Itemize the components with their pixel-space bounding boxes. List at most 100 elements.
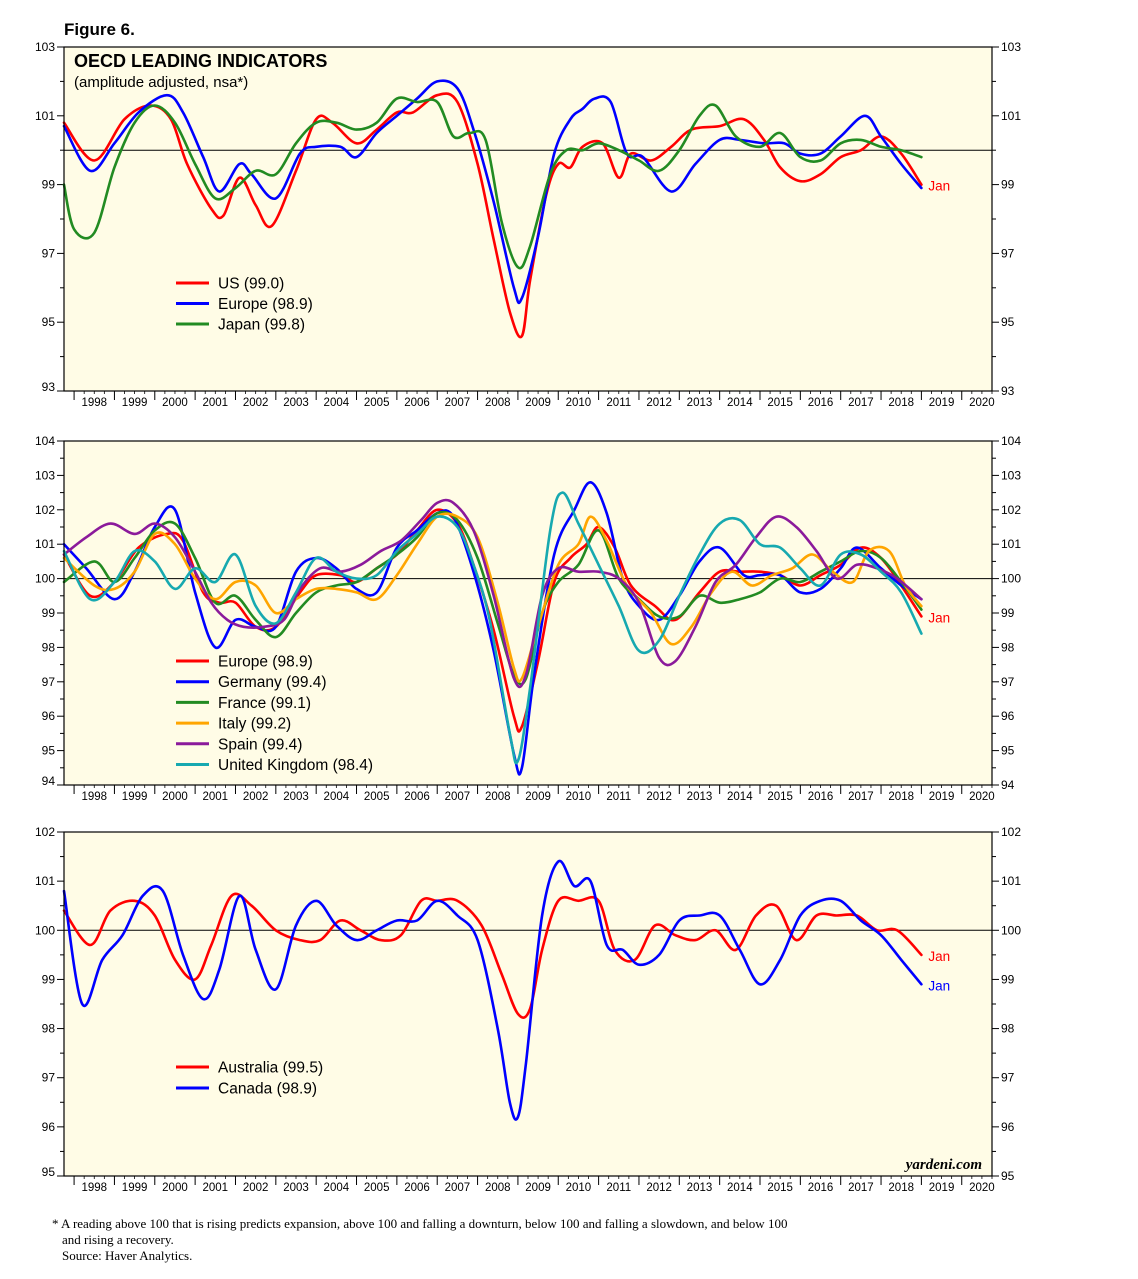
x-tick-label: 2004 [324, 1182, 350, 1194]
y-tick-label-left: 102 [35, 825, 55, 839]
x-tick-label: 2014 [727, 1182, 753, 1194]
x-tick-label: 2013 [687, 791, 713, 803]
y-tick-label-right: 99 [1001, 178, 1015, 192]
x-tick-label: 2013 [687, 397, 713, 409]
y-tick-label-right: 102 [1001, 503, 1021, 517]
y-tick-label-right: 100 [1001, 572, 1021, 586]
chart-subtitle: (amplitude adjusted, nsa*) [74, 74, 248, 91]
y-tick-label-right: 104 [1001, 434, 1021, 448]
x-tick-label: 2012 [646, 397, 672, 409]
x-tick-label: 2007 [445, 1182, 471, 1194]
y-tick-label-right: 95 [1001, 315, 1015, 329]
y-tick-label-left: 102 [35, 503, 55, 517]
x-tick-label: 2002 [243, 791, 269, 803]
x-tick-label: 2001 [203, 791, 229, 803]
y-tick-label-left: 95 [42, 315, 56, 329]
legend-label: Japan (99.8) [218, 317, 305, 334]
x-tick-label: 2013 [687, 1182, 713, 1194]
y-tick-label-right: 97 [1001, 246, 1015, 260]
y-tick-label-left: 95 [42, 744, 56, 758]
watermark: yardeni.com [904, 1157, 982, 1173]
x-tick-label: 2012 [646, 791, 672, 803]
x-tick-label: 2016 [808, 791, 834, 803]
legend-label: Italy (99.2) [218, 716, 291, 733]
x-tick-label: 2011 [606, 1182, 631, 1194]
chart-title: OECD LEADING INDICATORS [74, 51, 327, 71]
y-tick-label-left: 100 [35, 923, 55, 937]
legend-label: Australia (99.5) [218, 1060, 323, 1077]
footnote-line-2: and rising a recovery. [62, 1232, 174, 1247]
y-tick-label-right: 101 [1001, 874, 1021, 888]
y-tick-label-left: 98 [42, 1022, 56, 1036]
figure-label: Figure 6. [64, 20, 135, 39]
x-tick-label: 2004 [324, 397, 350, 409]
panel-australia-canada: 95 95 96 96 97 97 98 98 99 99 100 100 101 101 102 102 19… [35, 825, 1021, 1194]
x-tick-label: 2007 [445, 791, 471, 803]
y-tick-label-right: 95 [1001, 1169, 1015, 1183]
y-tick-label-right: 102 [1001, 825, 1021, 839]
end-label-jan: Jan [928, 949, 950, 964]
x-tick-label: 2018 [888, 1182, 914, 1194]
y-tick-label-left: 97 [42, 246, 56, 260]
series-line-europe [62, 79, 923, 305]
plot-frame [63, 831, 993, 1177]
y-tick-label-right: 96 [1001, 709, 1015, 723]
y-tick-label-left: 103 [35, 468, 55, 482]
x-tick-label: 1999 [122, 397, 148, 409]
series-line-japan [62, 96, 923, 270]
y-tick-label-left: 98 [42, 640, 56, 654]
x-tick-label: 2018 [888, 397, 914, 409]
x-tick-label: 2016 [808, 1182, 834, 1194]
legend-label: Europe (98.9) [218, 654, 313, 671]
series-line-spain [62, 498, 923, 689]
x-tick-label: 2020 [969, 1182, 995, 1194]
y-tick-label-left: 101 [35, 109, 55, 123]
y-tick-label-left: 96 [42, 709, 56, 723]
plot-background [64, 47, 992, 391]
x-tick-label: 2004 [324, 791, 350, 803]
y-tick-label-left: 101 [35, 537, 55, 551]
x-tick-label: 2008 [485, 791, 511, 803]
y-tick-label-left: 97 [42, 675, 56, 689]
y-tick-label-right: 101 [1001, 537, 1021, 551]
y-tick-label-left: 94 [42, 774, 56, 788]
x-tick-label: 2017 [848, 397, 874, 409]
x-tick-label: 1998 [81, 1182, 107, 1194]
x-tick-label: 2008 [485, 397, 511, 409]
legend-label: France (99.1) [218, 695, 311, 712]
y-tick-label-left: 103 [35, 40, 55, 54]
y-tick-label-left: 104 [35, 434, 55, 448]
panel-oecd-us-europe-japan: 93 93 95 95 97 97 99 99 101 101 103 103 1998 1999 2000… [35, 40, 1021, 409]
x-tick-label: 2001 [203, 1182, 229, 1194]
y-tick-label-right: 94 [1001, 778, 1015, 792]
y-tick-label-left: 99 [42, 178, 56, 192]
y-tick-label-left: 97 [42, 1071, 56, 1085]
x-tick-label: 2009 [525, 397, 551, 409]
x-tick-label: 2005 [364, 1182, 390, 1194]
x-tick-label: 2015 [767, 1182, 793, 1194]
x-tick-label: 2014 [727, 397, 753, 409]
y-tick-label-left: 93 [42, 380, 56, 394]
x-tick-label: 2019 [929, 397, 955, 409]
plot-frame [63, 46, 993, 392]
x-tick-label: 2000 [162, 1182, 188, 1194]
y-tick-label-right: 95 [1001, 744, 1015, 758]
x-tick-label: 2015 [767, 791, 793, 803]
y-tick-label-left: 95 [42, 1165, 56, 1179]
x-tick-label: 2019 [929, 1182, 955, 1194]
y-tick-label-right: 99 [1001, 972, 1015, 986]
x-tick-label: 2003 [283, 397, 309, 409]
x-tick-label: 2001 [203, 397, 229, 409]
series-line-united-kingdom [62, 491, 923, 765]
legend-label: Europe (98.9) [218, 296, 313, 313]
x-tick-label: 2002 [243, 397, 269, 409]
x-tick-label: 2009 [525, 791, 551, 803]
y-tick-label-right: 101 [1001, 109, 1021, 123]
x-tick-label: 2005 [364, 397, 390, 409]
x-tick-label: 2018 [888, 791, 914, 803]
x-tick-label: 2003 [283, 791, 309, 803]
x-tick-label: 2010 [566, 397, 592, 409]
x-tick-label: 2020 [969, 791, 995, 803]
y-tick-label-right: 97 [1001, 675, 1015, 689]
y-tick-label-right: 97 [1001, 1071, 1015, 1085]
